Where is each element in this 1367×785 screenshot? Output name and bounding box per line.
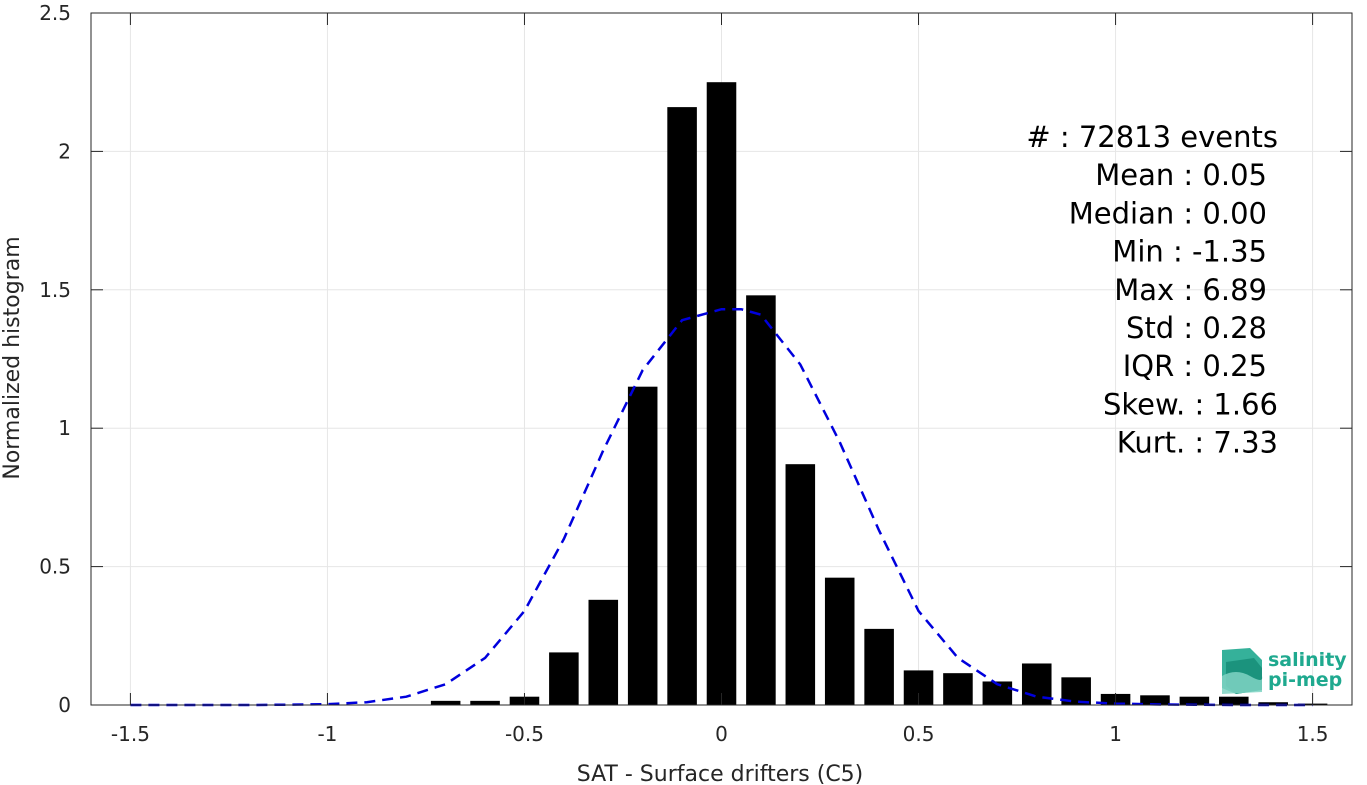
x-tick-label: 1 <box>1109 722 1122 746</box>
stat-line: Std : 0.28 <box>1126 311 1267 345</box>
y-tick-label: 1 <box>58 416 71 440</box>
histogram-bar <box>864 628 894 705</box>
x-axis-ticks: -1.5 -1 -0.5 0 0.5 1 1.5 <box>111 13 1329 746</box>
histogram-bar <box>1179 696 1210 705</box>
stat-line: # : 72813 events <box>1026 120 1278 154</box>
histogram-bar <box>706 82 737 705</box>
histogram-bar <box>627 386 658 705</box>
x-tick-label: -0.5 <box>505 722 544 746</box>
x-tick-label: 0.5 <box>903 722 935 746</box>
stat-line: Median : 0.00 <box>1069 196 1267 230</box>
histogram-bar <box>982 681 1013 705</box>
gaussian-fit-curve <box>130 307 1313 707</box>
x-axis-label: SAT - Surface drifters (C5) <box>577 762 864 785</box>
logo-mark-icon <box>1222 648 1263 694</box>
logo-line2: pi-mep <box>1268 669 1342 691</box>
y-tick-label: 0 <box>58 693 71 717</box>
stat-line: Min : -1.35 <box>1112 235 1267 269</box>
y-tick-label: 0.5 <box>39 555 71 579</box>
y-axis-label: Normalized histogram <box>0 236 25 479</box>
stat-line: Mean : 0.05 <box>1095 158 1267 192</box>
histogram-bar <box>470 700 500 705</box>
histogram-bar <box>1258 702 1288 705</box>
histogram-bar <box>667 107 697 705</box>
y-tick-label: 2.5 <box>39 1 71 25</box>
salinity-pi-mep-logo: salinity pi-mep <box>1222 648 1347 694</box>
histogram-bar <box>746 295 776 705</box>
histogram-bar <box>785 464 816 705</box>
x-tick-label: -1 <box>317 722 337 746</box>
stat-line: Max : 6.89 <box>1114 273 1267 307</box>
histogram-bar <box>824 577 855 705</box>
histogram-bar <box>1219 696 1249 705</box>
stat-line: IQR : 0.25 <box>1123 349 1267 383</box>
stat-line: Kurt. : 7.33 <box>1117 426 1278 460</box>
statistics-annotation: # : 72813 events Mean : 0.05 Median : 0.00… <box>1026 120 1278 460</box>
stat-line: Skew. : 1.66 <box>1103 387 1278 421</box>
histogram-bar <box>549 652 579 705</box>
histogram-bar <box>1140 695 1170 705</box>
y-tick-label: 2 <box>58 139 71 163</box>
histogram-bars <box>430 82 1328 705</box>
y-tick-label: 1.5 <box>39 278 71 302</box>
histogram-bar <box>943 673 973 705</box>
y-axis-ticks: 0 0.5 1 1.5 2 2.5 <box>39 1 1352 717</box>
x-tick-label: -1.5 <box>111 722 150 746</box>
histogram-bar <box>588 599 619 705</box>
x-tick-label: 0 <box>715 722 728 746</box>
x-tick-label: 1.5 <box>1297 722 1329 746</box>
histogram-bar <box>430 700 461 705</box>
logo-line1: salinity <box>1268 649 1347 671</box>
